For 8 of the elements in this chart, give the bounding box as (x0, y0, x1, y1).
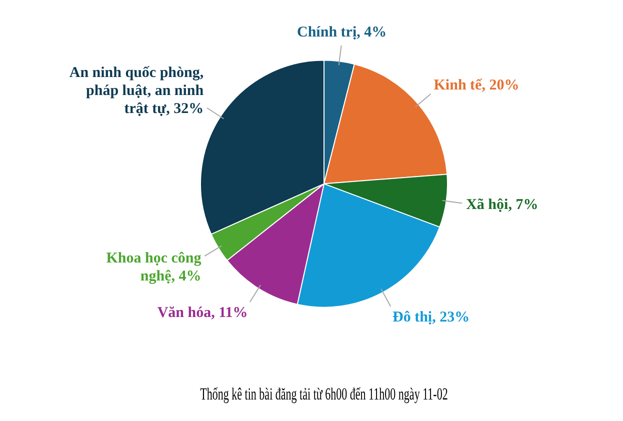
slice-label: Văn hóa, 11% (157, 304, 248, 321)
slice-label: Kinh tế, 20% (434, 77, 520, 94)
slice-label: Đô thị, 23% (392, 310, 470, 326)
slice-label: Xã hội, 7% (466, 196, 538, 213)
slice-label: Khoa học công nghệ, 4% (106, 250, 202, 284)
slice-label: An ninh quốc phòng, pháp luật, an ninh trật tự, 32% (69, 64, 204, 117)
slice-label: Chính trị, 4% (297, 24, 387, 40)
text: Thống kê tin bài đăng tải từ 6h00 đến 11h00 ngày 11-02 (200, 385, 448, 404)
